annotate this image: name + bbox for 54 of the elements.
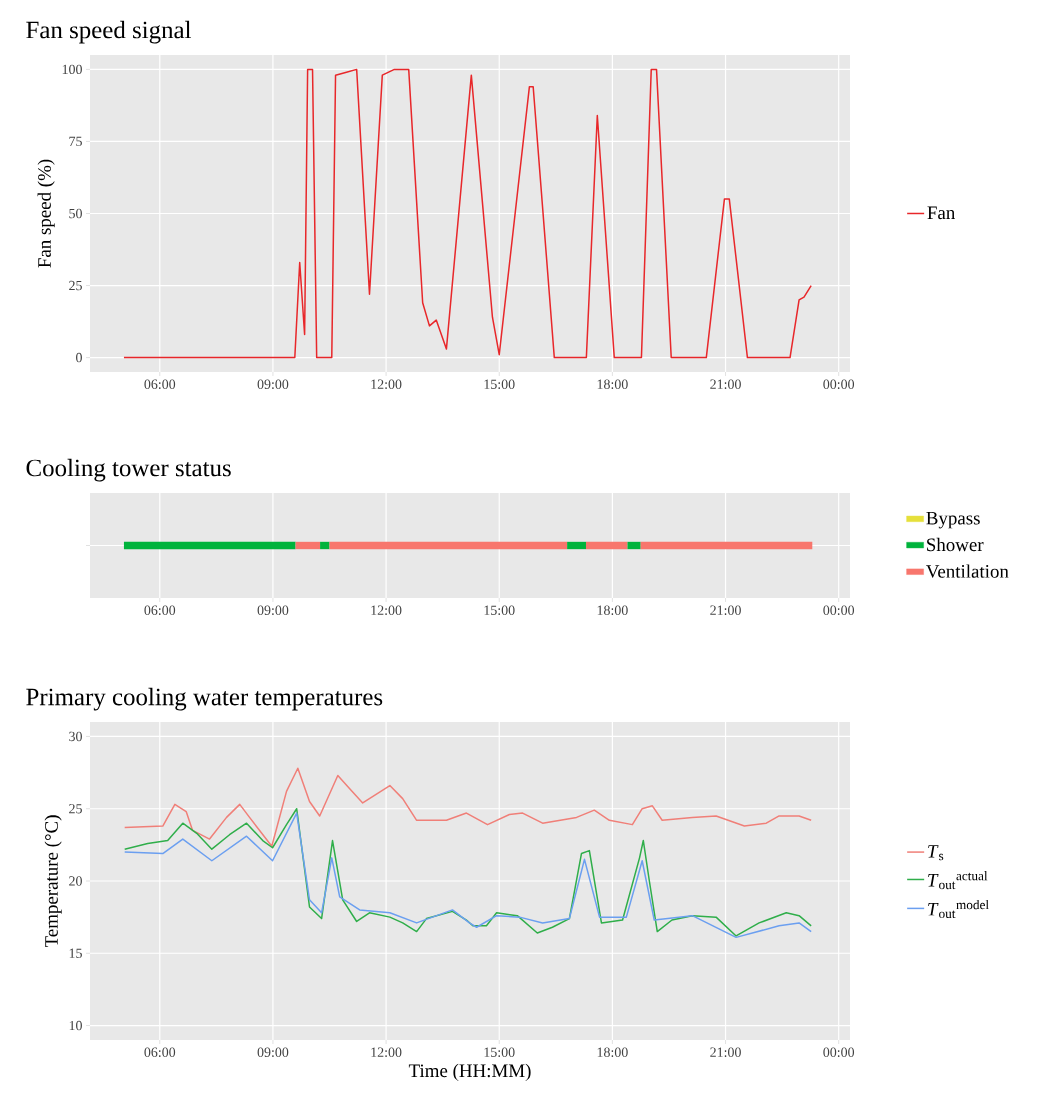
x-tick-label: 12:00 (371, 379, 402, 389)
y-tick-label: 10 (69, 1020, 82, 1031)
y-tick-label: 25 (69, 804, 82, 814)
x-tick-label: 09:00 (257, 605, 289, 615)
x-tick-label: 09:00 (257, 1047, 289, 1057)
legend-label: Ventilation (926, 564, 1009, 578)
y-tick-label: 30 (69, 731, 82, 742)
bar (329, 541, 568, 550)
x-tick-label: 21:00 (710, 379, 741, 389)
x-tick-label: 18:00 (597, 379, 628, 389)
legend-label: T$_{out}$actual (928, 871, 988, 890)
x-tick-label: 15:00 (484, 1047, 515, 1057)
bar (640, 541, 813, 550)
legend-label: T$_{out}$model (928, 899, 989, 919)
legend-label: Shower (927, 537, 984, 552)
y-tick-label: 25 (69, 280, 82, 291)
x-tick-label: 21:00 (710, 1047, 741, 1057)
line-series (123, 68, 812, 359)
x-tick-label: 00:00 (823, 605, 855, 615)
chart-title: Cooling tower status (26, 458, 231, 482)
x-tick-label: 06:00 (144, 1047, 176, 1057)
x-tick-label: 06:00 (144, 605, 176, 615)
y-tick-label: 50 (69, 208, 82, 219)
x-tick-label: 15:00 (484, 379, 515, 389)
chart-title: Primary cooling water temperatures (26, 687, 383, 711)
x-tick-label: 15:00 (484, 605, 515, 615)
y-axis-title: Temperature (°C) (44, 815, 62, 948)
x-tick-label: 12:00 (371, 1047, 402, 1057)
bar (627, 541, 641, 550)
legend-label: Fan (927, 206, 955, 220)
x-tick-label: 00:00 (823, 1047, 855, 1057)
x-tick-label: 21:00 (710, 605, 741, 615)
y-tick-label: 100 (62, 64, 82, 75)
bar (320, 541, 330, 550)
y-tick-label: 20 (69, 876, 82, 886)
x-tick-label: 12:00 (371, 605, 402, 615)
x-tick-label: 00:00 (823, 379, 855, 389)
x-tick-label: 06:00 (144, 379, 176, 389)
y-tick-label: 15 (69, 948, 82, 958)
bar (123, 541, 296, 550)
x-tick-label: 09:00 (257, 379, 289, 389)
y-axis-title: Fan speed (%) (37, 159, 55, 268)
y-tick-label: 0 (76, 352, 82, 363)
legend-label: Bypass (926, 511, 980, 529)
bar (295, 541, 321, 550)
bar (585, 541, 628, 550)
x-tick-label: 18:00 (597, 605, 628, 615)
bar (567, 541, 586, 550)
chart-title: Fan speed signal (26, 20, 192, 44)
x-tick-label: 18:00 (597, 1047, 628, 1057)
y-tick-label: 75 (69, 136, 82, 147)
legend-label: T$_{s}$ (928, 845, 944, 861)
line-series (123, 767, 812, 848)
x-axis-title: Time (HH:MM) (408, 1063, 531, 1081)
